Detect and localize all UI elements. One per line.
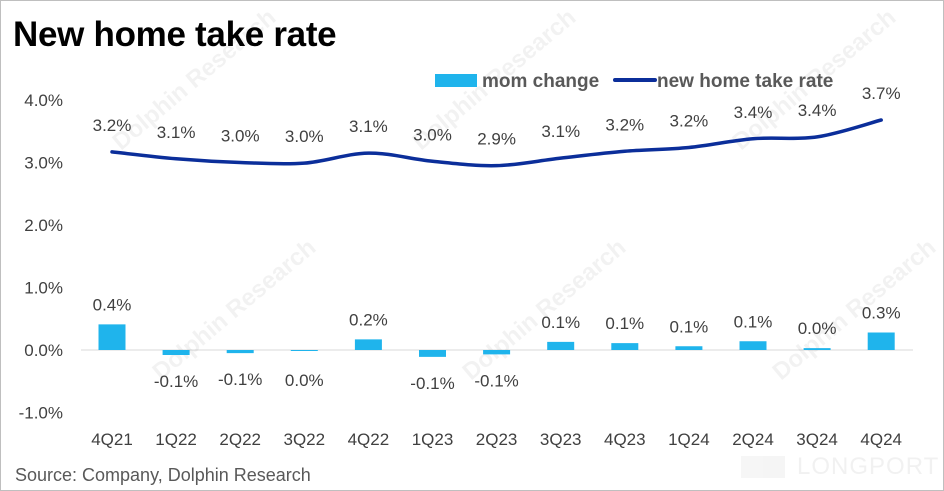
x-tick-label: 1Q24 xyxy=(668,430,710,449)
bar-mom-change xyxy=(483,350,511,355)
line-data-label: 3.2% xyxy=(93,116,132,135)
x-tick-label: 4Q23 xyxy=(604,430,646,449)
x-tick-label: 1Q23 xyxy=(412,430,454,449)
bar-mom-change xyxy=(803,348,831,350)
line-data-label: 3.0% xyxy=(221,127,260,146)
bar-data-label: 0.3% xyxy=(862,304,901,323)
x-tick-label: 2Q24 xyxy=(732,430,774,449)
bar-data-label: 0.1% xyxy=(605,314,644,333)
longport-logo: LONGPORT xyxy=(741,453,939,481)
x-tick-label: 2Q23 xyxy=(476,430,518,449)
watermark: Dolphin Research xyxy=(768,234,942,386)
x-tick-label: 2Q22 xyxy=(219,430,261,449)
line-data-label: 3.0% xyxy=(413,125,452,144)
y-tick-label: 0.0% xyxy=(24,341,63,360)
line-data-label: 3.4% xyxy=(734,103,773,122)
y-tick-label: 3.0% xyxy=(24,154,63,173)
x-tick-label: 4Q24 xyxy=(860,430,902,449)
bar-mom-change xyxy=(354,339,382,350)
logo-mark xyxy=(741,456,785,478)
line-data-label: 3.1% xyxy=(157,123,196,142)
x-tick-label: 3Q24 xyxy=(796,430,838,449)
y-tick-label: 4.0% xyxy=(24,91,63,110)
bar-mom-change xyxy=(739,341,767,350)
bar-mom-change xyxy=(867,332,895,350)
bar-data-label: -0.1% xyxy=(410,374,454,393)
bar-mom-change xyxy=(547,341,575,350)
bar-mom-change xyxy=(419,350,446,357)
bar-mom-change xyxy=(290,350,318,351)
line-data-label: 2.9% xyxy=(477,130,516,149)
line-data-label: 3.1% xyxy=(349,117,388,136)
legend-swatch-mom-change xyxy=(435,74,477,87)
y-tick-label: 1.0% xyxy=(24,279,63,298)
bar-data-label: -0.1% xyxy=(218,370,262,389)
chart-title: New home take rate xyxy=(13,15,337,54)
bar-data-label: -0.1% xyxy=(154,372,198,391)
line-data-label: 3.1% xyxy=(541,122,580,141)
bar-data-label: 0.1% xyxy=(734,312,773,331)
bar-mom-change xyxy=(675,346,703,350)
x-tick-label: 4Q22 xyxy=(348,430,390,449)
x-tick-label: 4Q21 xyxy=(91,430,133,449)
bar-data-label: -0.1% xyxy=(474,371,518,390)
legend-label-take-rate: new home take rate xyxy=(657,71,833,92)
line-data-label: 3.2% xyxy=(605,115,644,134)
watermark: Dolphin Research xyxy=(148,234,322,386)
y-tick-label: 2.0% xyxy=(24,216,63,235)
source-note: Source: Company, Dolphin Research xyxy=(15,465,311,485)
line-data-label: 3.7% xyxy=(862,84,901,103)
x-tick-label: 3Q22 xyxy=(284,430,326,449)
bar-data-label: 0.2% xyxy=(349,310,388,329)
line-data-label: 3.4% xyxy=(798,101,837,120)
bar-mom-change xyxy=(226,350,254,354)
y-tick-label: -1.0% xyxy=(19,404,63,423)
legend-label-mom-change: mom change xyxy=(482,71,599,92)
logo-text: LONGPORT xyxy=(797,453,940,480)
line-data-label: 3.0% xyxy=(285,127,324,146)
bar-mom-change xyxy=(611,343,639,350)
bar-data-label: 0.1% xyxy=(670,317,709,336)
bar-data-label: 0.0% xyxy=(285,371,324,390)
bar-data-label: 0.0% xyxy=(798,319,837,338)
bar-data-label: 0.1% xyxy=(541,313,580,332)
watermark: Dolphin Research xyxy=(458,234,632,386)
x-tick-label: 3Q23 xyxy=(540,430,582,449)
bar-mom-change xyxy=(162,350,190,355)
line-data-label: 3.2% xyxy=(670,112,709,131)
x-tick-label: 1Q22 xyxy=(155,430,197,449)
bar-data-label: 0.4% xyxy=(93,295,132,314)
bar-mom-change xyxy=(98,324,126,350)
